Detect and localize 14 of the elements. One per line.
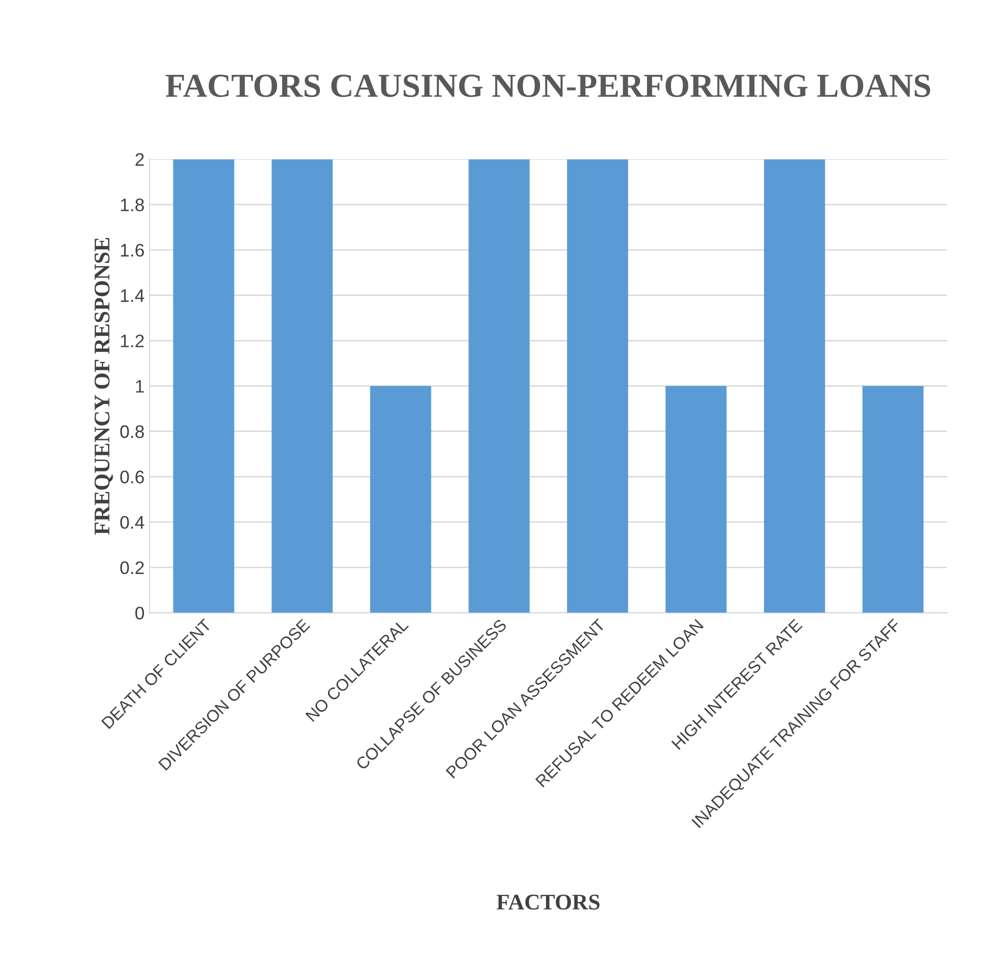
y-tick-label: 0.2 <box>120 561 144 574</box>
x-axis-title: FACTORS <box>496 894 600 910</box>
y-axis-title: FREQUENCY OF RESPONSE <box>94 238 113 535</box>
y-tick-label: 0.4 <box>120 516 144 529</box>
y-tick-label: 1.8 <box>120 198 144 212</box>
chart-title: FACTORS CAUSING NON-PERFORMING LOANS <box>166 74 930 98</box>
y-tick-label: 1 <box>136 380 144 393</box>
y-tick-label: 0.6 <box>120 470 144 484</box>
y-tick-label: 0 <box>135 606 144 620</box>
y-tick-label: 1.2 <box>120 334 144 348</box>
y-tick-label: 0.8 <box>120 425 144 438</box>
y-tick-label: 1.6 <box>120 244 144 257</box>
y-tick-label: 2 <box>136 153 144 166</box>
y-tick-label: 1.4 <box>120 289 144 302</box>
